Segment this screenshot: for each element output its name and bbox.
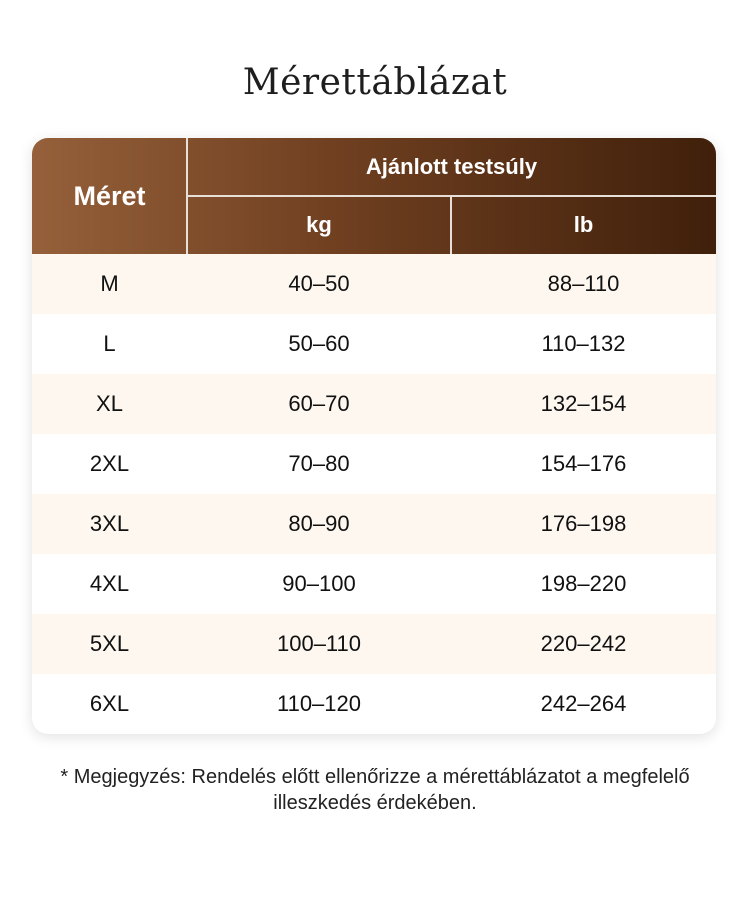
cell-lb: 176–198 [540, 511, 627, 536]
cell-kg: 80–90 [288, 511, 350, 536]
cell-size: 4XL [89, 571, 130, 596]
table-row: 2XL 70–80 154–176 [32, 434, 716, 494]
size-table: Méret Ajánlott testsúly kg lb M 40–50 88–1… [32, 138, 716, 734]
divider [450, 196, 452, 254]
cell-size: L [103, 331, 116, 356]
cell-kg: 70–80 [288, 451, 350, 476]
cell-lb: 154–176 [540, 451, 627, 476]
cell-size: M [100, 271, 119, 296]
cell-kg: 90–100 [282, 571, 356, 596]
table-row: 6XL 110–120 242–264 [32, 674, 716, 734]
table-row: M 40–50 88–110 [32, 254, 716, 314]
cell-kg: 100–110 [276, 631, 361, 656]
footnote: * Megjegyzés: Rendelés előtt ellenőrizze… [60, 766, 690, 814]
table-row: 4XL 90–100 198–220 [32, 554, 716, 614]
cell-size: 2XL [89, 451, 130, 476]
cell-lb: 220–242 [540, 631, 627, 656]
table-row: XL 60–70 132–154 [32, 374, 716, 434]
cell-size: XL [96, 391, 123, 416]
cell-lb: 198–220 [540, 571, 627, 596]
cell-lb: 110–132 [541, 331, 626, 356]
header-recommended-weight: Ajánlott testsúly [365, 154, 538, 179]
table-row: 3XL 80–90 176–198 [32, 494, 716, 554]
table-row: L 50–60 110–132 [32, 314, 716, 374]
cell-size: 6XL [89, 691, 130, 716]
page-title: Mérettáblázat [242, 62, 508, 103]
cell-size: 5XL [89, 631, 130, 656]
cell-kg: 110–120 [276, 691, 361, 716]
table-header: Méret Ajánlott testsúly kg lb [32, 138, 716, 254]
cell-lb: 88–110 [547, 271, 620, 296]
cell-kg: 60–70 [288, 391, 350, 416]
cell-lb: 242–264 [540, 691, 627, 716]
header-lb: lb [573, 212, 594, 237]
cell-kg: 40–50 [288, 271, 350, 296]
header-size: Méret [73, 180, 146, 211]
table-row: 5XL 100–110 220–242 [32, 614, 716, 674]
cell-kg: 50–60 [288, 331, 350, 356]
cell-lb: 132–154 [540, 391, 627, 416]
cell-size: 3XL [89, 511, 130, 536]
header-kg: kg [306, 212, 332, 237]
